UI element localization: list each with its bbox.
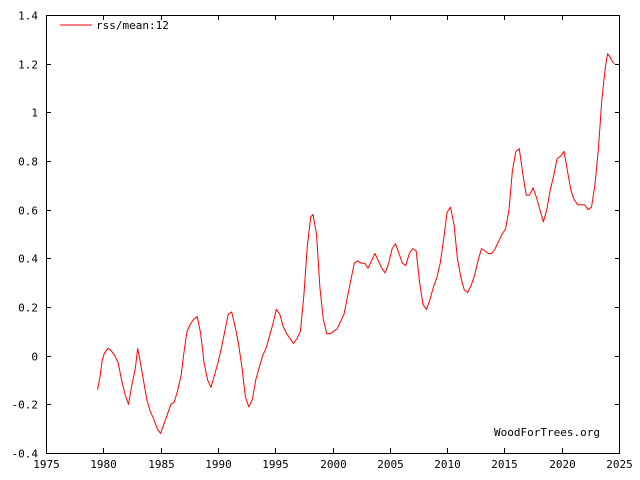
- x-tick-label: 1980: [90, 458, 117, 471]
- y-tick-label: 1.2: [18, 59, 38, 72]
- x-tick-label: 2000: [320, 458, 347, 471]
- y-tick-label: 0: [31, 351, 38, 364]
- x-tick-label: 1975: [33, 458, 60, 471]
- y-tick-label: -0.2: [12, 399, 39, 412]
- x-tick-label: 1990: [205, 458, 232, 471]
- y-tick-label: 1: [31, 107, 38, 120]
- y-tick-label: 0.4: [18, 253, 38, 266]
- series-line-0: [97, 53, 615, 434]
- y-tick-label: 0.2: [18, 302, 38, 315]
- x-tick-label: 1995: [262, 458, 289, 471]
- legend: rss/mean:12: [60, 19, 169, 32]
- y-axis-ticks: -0.4 -0.2 0 0.2 0.4 0.6 0.8 1 1.2 1.4: [12, 10, 620, 461]
- plot-border: [46, 15, 620, 454]
- x-tick-label: 1985: [148, 458, 175, 471]
- x-tick-label: 2010: [434, 458, 461, 471]
- x-tick-label: 2015: [491, 458, 518, 471]
- x-tick-label: 2005: [377, 458, 404, 471]
- y-tick-label: 1.4: [18, 10, 38, 23]
- y-tick-label: -0.4: [12, 448, 39, 461]
- y-tick-label: 0.6: [18, 205, 38, 218]
- x-tick-label: 2020: [549, 458, 576, 471]
- x-tick-label: 2025: [606, 458, 633, 471]
- x-axis-ticks: 1975 1980 1985 1990 1995 2000 2005 2010 2015 2020…: [33, 15, 633, 471]
- series-layer: [97, 53, 615, 434]
- plot-frame: [46, 15, 620, 454]
- y-tick-label: 0.8: [18, 156, 38, 169]
- legend-label: rss/mean:12: [96, 19, 169, 32]
- watermark: WoodForTrees.org: [494, 426, 600, 439]
